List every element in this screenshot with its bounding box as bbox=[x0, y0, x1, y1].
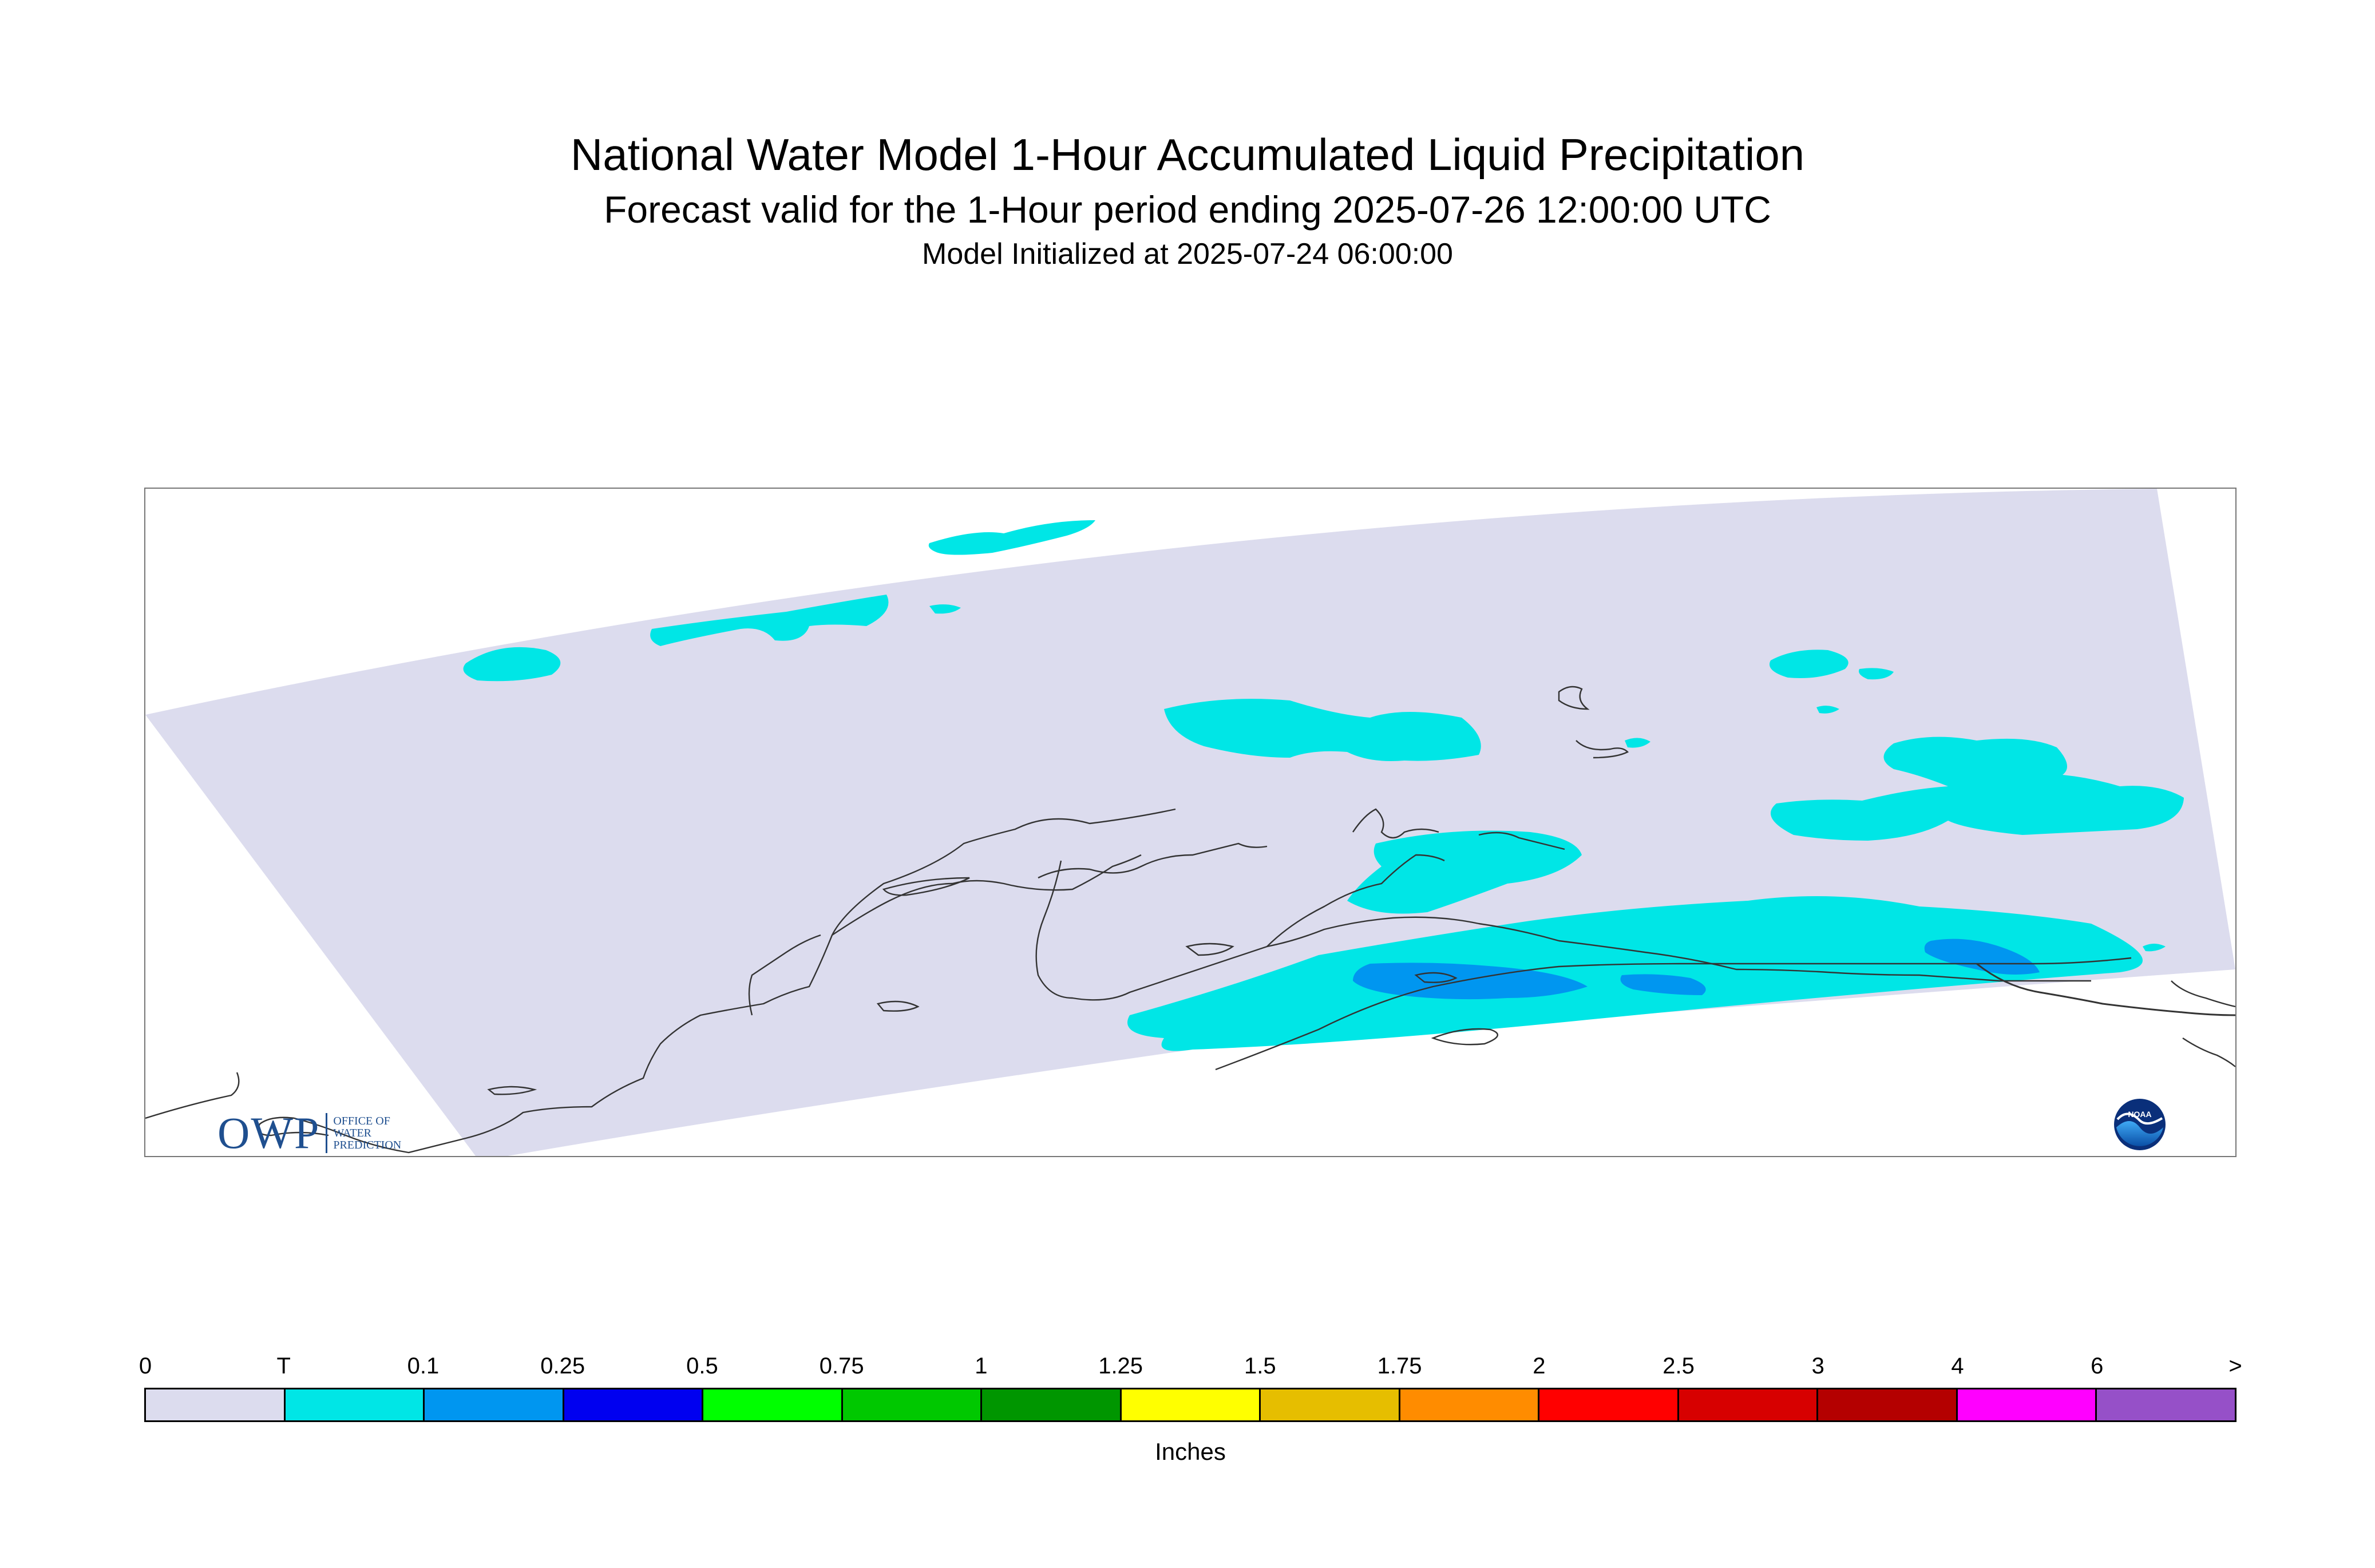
legend-swatch bbox=[564, 1389, 704, 1420]
coastline bbox=[1035, 860, 2091, 1001]
island bbox=[1558, 686, 1590, 710]
coastline bbox=[258, 1116, 346, 1137]
trace-area bbox=[2143, 944, 2166, 952]
legend-swatch bbox=[703, 1389, 843, 1420]
trace-area bbox=[1770, 650, 1848, 678]
island bbox=[876, 1000, 920, 1012]
legend-swatch bbox=[146, 1389, 286, 1420]
legend-swatch bbox=[425, 1389, 564, 1420]
legend-tick-labels: 0 T 0.1 0.25 0.5 0.75 1 1.25 1.5 1.75 2 2.5 3 4 6 > bbox=[139, 1353, 2242, 1388]
owp-logo: OWP OFFICE OF WATER PREDICTION bbox=[217, 1107, 401, 1159]
map-title: National Water Model 1-Hour Accumulated … bbox=[570, 129, 1805, 180]
map-canvas bbox=[145, 489, 2235, 1156]
trace-area bbox=[463, 647, 561, 682]
legend-tick-label: 0.25 bbox=[540, 1353, 585, 1379]
legend-swatch bbox=[1261, 1389, 1400, 1420]
legend-tick-label: 1.25 bbox=[1098, 1353, 1143, 1379]
island bbox=[1414, 972, 1458, 983]
trace-area bbox=[1347, 830, 1582, 914]
light-area bbox=[1353, 963, 1588, 1000]
legend-swatch bbox=[842, 1389, 983, 1420]
legend-swatch bbox=[982, 1389, 1122, 1420]
trace-area bbox=[1127, 896, 2143, 1051]
owp-logo-line: WATER bbox=[333, 1126, 372, 1139]
model-initialized-text: Model Initialized at 2025-07-24 06:00:00 bbox=[922, 237, 1453, 271]
legend-tick-label: T bbox=[276, 1353, 291, 1379]
legend-swatch bbox=[1679, 1389, 1819, 1420]
legend-swatch bbox=[2097, 1389, 2235, 1420]
owp-logo-divider bbox=[326, 1113, 328, 1153]
trace-area bbox=[929, 604, 961, 614]
legend-swatch bbox=[285, 1389, 425, 1420]
trace-area bbox=[650, 595, 889, 646]
owp-logo-text: OFFICE OF WATER PREDICTION bbox=[333, 1115, 401, 1151]
precipitation-map bbox=[144, 488, 2237, 1157]
island bbox=[1431, 1028, 1498, 1046]
legend-tick-label: 0.75 bbox=[819, 1353, 864, 1379]
legend-unit-label: Inches bbox=[1155, 1438, 1226, 1465]
legend-swatch bbox=[1400, 1389, 1540, 1420]
trace-area bbox=[1164, 699, 1481, 761]
legend-tick-label: 0.1 bbox=[407, 1353, 440, 1379]
legend-tick-label: > bbox=[2228, 1353, 2242, 1379]
coastline bbox=[145, 1072, 240, 1119]
trace-area bbox=[1816, 706, 1839, 714]
legend-tick-label: 3 bbox=[1811, 1353, 1824, 1379]
trace-area bbox=[1625, 738, 1650, 748]
legend-tick-label: 2.5 bbox=[1662, 1353, 1695, 1379]
trace-area bbox=[1859, 668, 1894, 680]
map-subtitle: Forecast valid for the 1-Hour period end… bbox=[604, 188, 1771, 231]
owp-logo-line: OFFICE OF bbox=[333, 1114, 390, 1127]
legend-swatch bbox=[1121, 1389, 1261, 1420]
coastline bbox=[1266, 854, 1445, 947]
legend-tick-label: 1.75 bbox=[1377, 1353, 1422, 1379]
trace-precip-areas bbox=[463, 520, 2184, 1051]
legend-color-bar bbox=[144, 1388, 2237, 1422]
island bbox=[882, 877, 970, 896]
coastline bbox=[2171, 980, 2235, 1008]
coastline bbox=[345, 808, 1176, 1154]
coastline bbox=[832, 854, 1142, 936]
legend-tick-label: 0 bbox=[138, 1353, 152, 1379]
coastline-outlines bbox=[145, 686, 2235, 1154]
legend-tick-label: 2 bbox=[1533, 1353, 1546, 1379]
coastline bbox=[748, 934, 821, 1016]
owp-logo-line: PREDICTION bbox=[333, 1138, 402, 1151]
coastline bbox=[1038, 842, 1268, 879]
island bbox=[1185, 943, 1234, 956]
light-area bbox=[1924, 939, 2040, 975]
legend-tick-label: 4 bbox=[1951, 1353, 1964, 1379]
legend-swatch bbox=[1818, 1389, 1958, 1420]
legend-swatch bbox=[1539, 1389, 1679, 1420]
legend-tick-label: 1.5 bbox=[1244, 1353, 1276, 1379]
coastline bbox=[1352, 808, 1439, 839]
island bbox=[487, 1086, 537, 1095]
legend-tick-label: 6 bbox=[2091, 1353, 2104, 1379]
coastline bbox=[1215, 957, 2132, 1071]
noaa-logo-text: NOAA bbox=[2128, 1110, 2151, 1119]
trace-area bbox=[1771, 737, 2184, 841]
coastline bbox=[2182, 1038, 2235, 1067]
light-area bbox=[1620, 974, 1706, 995]
legend-tick-label: 1 bbox=[975, 1353, 988, 1379]
light-precip-areas bbox=[1353, 939, 2040, 1000]
trace-area bbox=[928, 520, 1095, 555]
color-legend: 0 T 0.1 0.25 0.5 0.75 1 1.25 1.5 1.75 2 2.5 3 4 6 > Inc… bbox=[139, 1353, 2242, 1466]
coastline bbox=[1576, 740, 1629, 759]
legend-swatch bbox=[1957, 1389, 2097, 1420]
border-line bbox=[1976, 963, 2235, 1016]
noaa-logo: NOAA bbox=[2114, 1099, 2166, 1150]
coastline bbox=[1478, 831, 1565, 850]
legend-tick-label: 0.5 bbox=[686, 1353, 718, 1379]
owp-logo-mark: OWP bbox=[217, 1108, 320, 1158]
